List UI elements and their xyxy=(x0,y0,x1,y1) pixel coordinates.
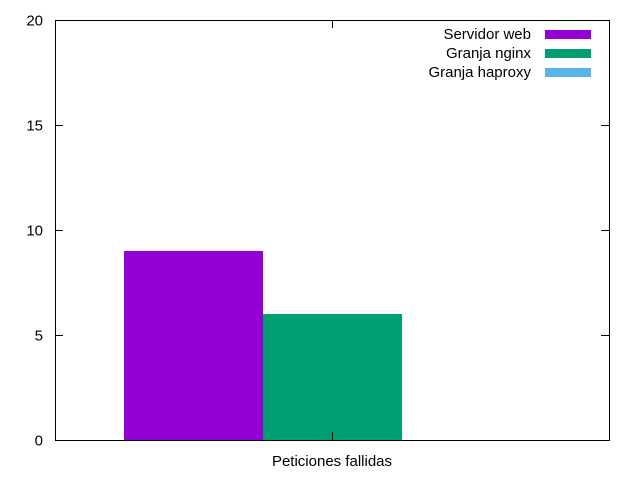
bar-granja-nginx xyxy=(263,314,402,440)
bars xyxy=(124,251,402,440)
legend-swatch xyxy=(545,68,591,77)
y-tick-label: 10 xyxy=(26,223,43,240)
legend-swatch xyxy=(545,49,591,58)
y-tick-label: 0 xyxy=(35,433,43,450)
legend: Servidor web Granja nginx Granja haproxy xyxy=(428,26,591,81)
legend-label: Granja haproxy xyxy=(428,64,531,81)
legend-label: Granja nginx xyxy=(446,45,532,62)
y-tick-label: 5 xyxy=(35,328,43,345)
bar-servidor-web xyxy=(124,251,263,440)
y-tick-label: 20 xyxy=(26,13,43,30)
y-tick-label: 15 xyxy=(26,118,43,135)
x-tick-label: Peticiones fallidas xyxy=(272,453,392,470)
x-axis: Peticiones fallidas xyxy=(272,20,392,470)
legend-swatch xyxy=(545,30,591,39)
legend-label: Servidor web xyxy=(443,26,531,43)
